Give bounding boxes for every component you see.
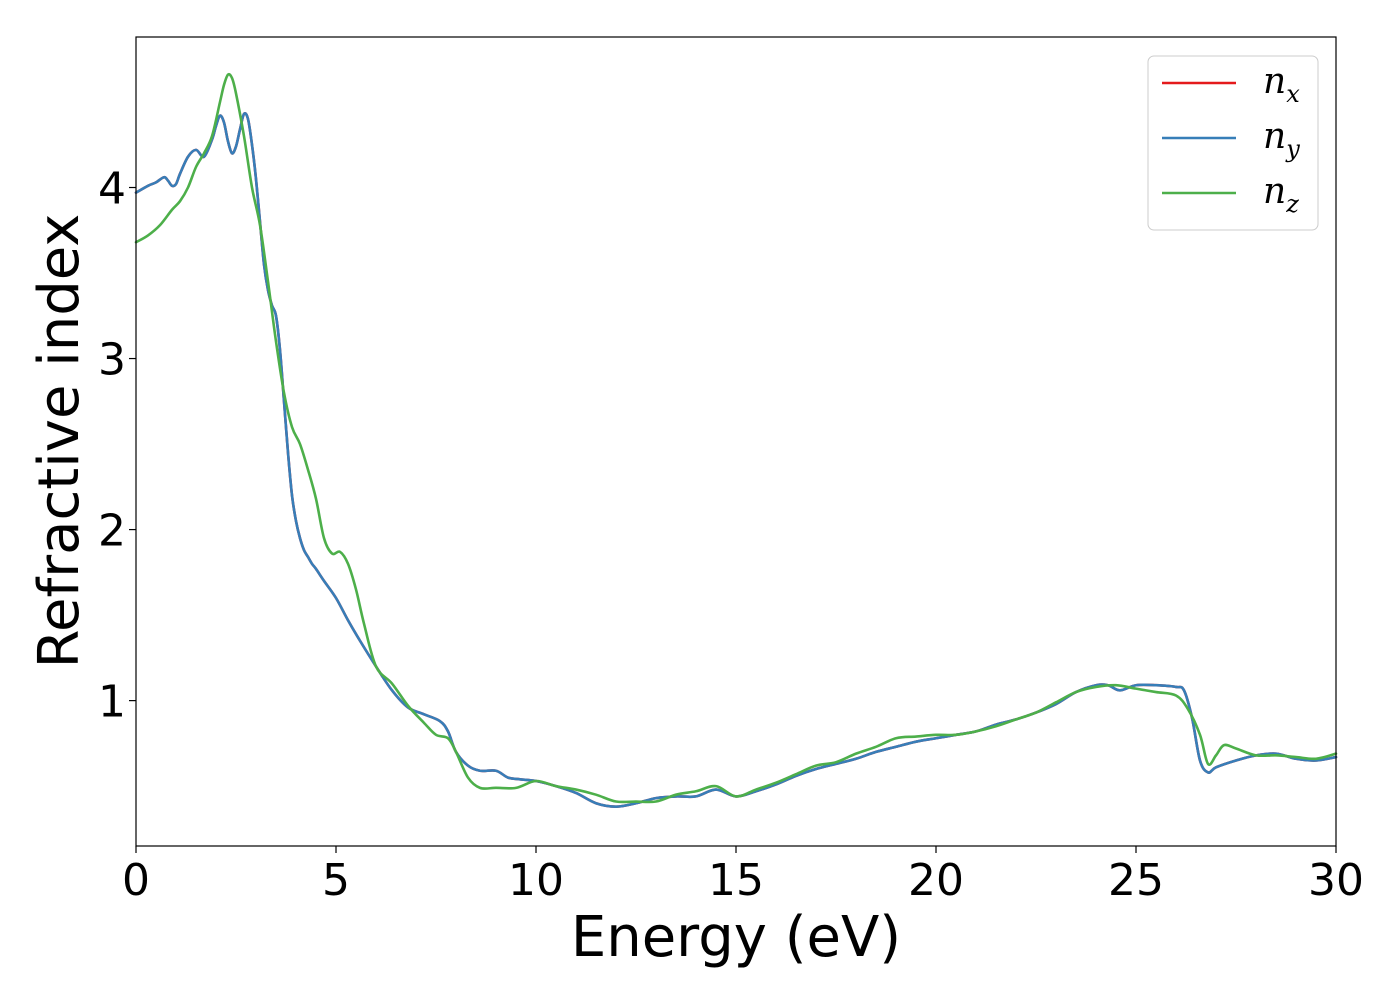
series-line-ny	[134, 112, 1338, 808]
y-tick-label: 2	[98, 506, 126, 557]
legend-label-nz: nz	[1263, 171, 1299, 218]
x-axis-ticks: 0 5 10 15 20 25 30	[122, 846, 1364, 906]
x-tick-label: 25	[1108, 855, 1164, 906]
y-tick-label: 3	[98, 335, 126, 386]
x-tick-label: 15	[708, 855, 764, 906]
y-axis-ticks: 1 2 3 4	[98, 164, 136, 728]
legend-label-nx: nx	[1263, 61, 1300, 108]
x-tick-label: 10	[508, 855, 564, 906]
y-tick-label: 1	[98, 677, 126, 728]
y-axis-label: Refractive index	[27, 214, 92, 669]
x-tick-label: 0	[122, 855, 150, 906]
legend-box	[1147, 55, 1319, 231]
x-axis-label: Energy (eV)	[571, 905, 901, 970]
legend-label-ny: ny	[1263, 116, 1300, 163]
x-tick-label: 30	[1308, 855, 1364, 906]
y-tick-label: 4	[98, 164, 126, 215]
series-layer	[134, 72, 1338, 808]
x-tick-label: 5	[322, 855, 350, 906]
legend: nx ny nz	[1147, 55, 1319, 231]
plot-area	[136, 37, 1336, 846]
x-tick-label: 20	[908, 855, 964, 906]
series-line-nz	[134, 72, 1338, 804]
